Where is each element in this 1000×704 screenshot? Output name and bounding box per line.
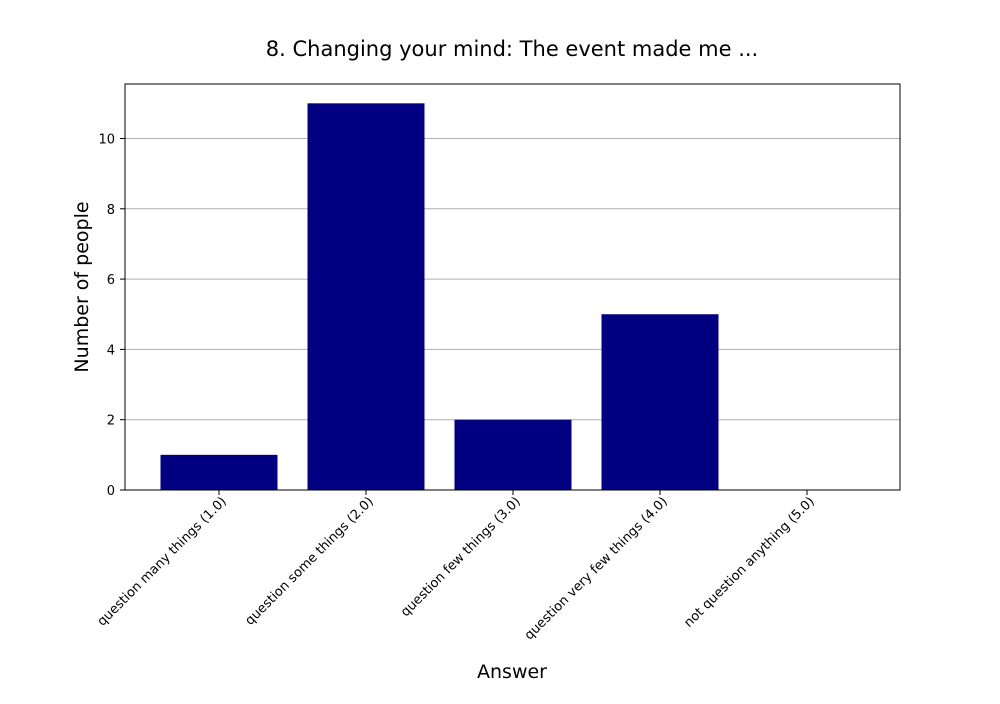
- x-tick-label: question few things (3.0): [398, 494, 524, 620]
- y-tick-label: 0: [107, 484, 115, 499]
- x-tick-label: question some things (2.0): [242, 494, 376, 628]
- x-tick-label: question very few things (4.0): [522, 494, 671, 643]
- bar: [601, 314, 719, 490]
- x-axis-label: Answer: [477, 661, 547, 683]
- x-tick-label: not question anything (5.0): [681, 494, 817, 630]
- chart-title: 8. Changing your mind: The event made me…: [266, 37, 758, 61]
- bar: [454, 419, 572, 490]
- y-tick-label: 2: [107, 414, 115, 429]
- y-axis-ticks: 0 2 4 6 8 10: [98, 132, 125, 499]
- y-tick-label: 10: [98, 132, 115, 147]
- y-tick-label: 6: [107, 273, 115, 288]
- y-tick-label: 4: [107, 343, 115, 358]
- bar: [307, 103, 425, 490]
- y-axis-label: Number of people: [71, 201, 93, 372]
- bars: [160, 103, 719, 490]
- x-axis-ticks: question many things (1.0) question some …: [95, 490, 818, 643]
- x-tick-label: question many things (1.0): [95, 494, 230, 629]
- gridlines: [125, 137, 900, 421]
- y-tick-label: 8: [107, 203, 115, 218]
- bar: [160, 454, 278, 490]
